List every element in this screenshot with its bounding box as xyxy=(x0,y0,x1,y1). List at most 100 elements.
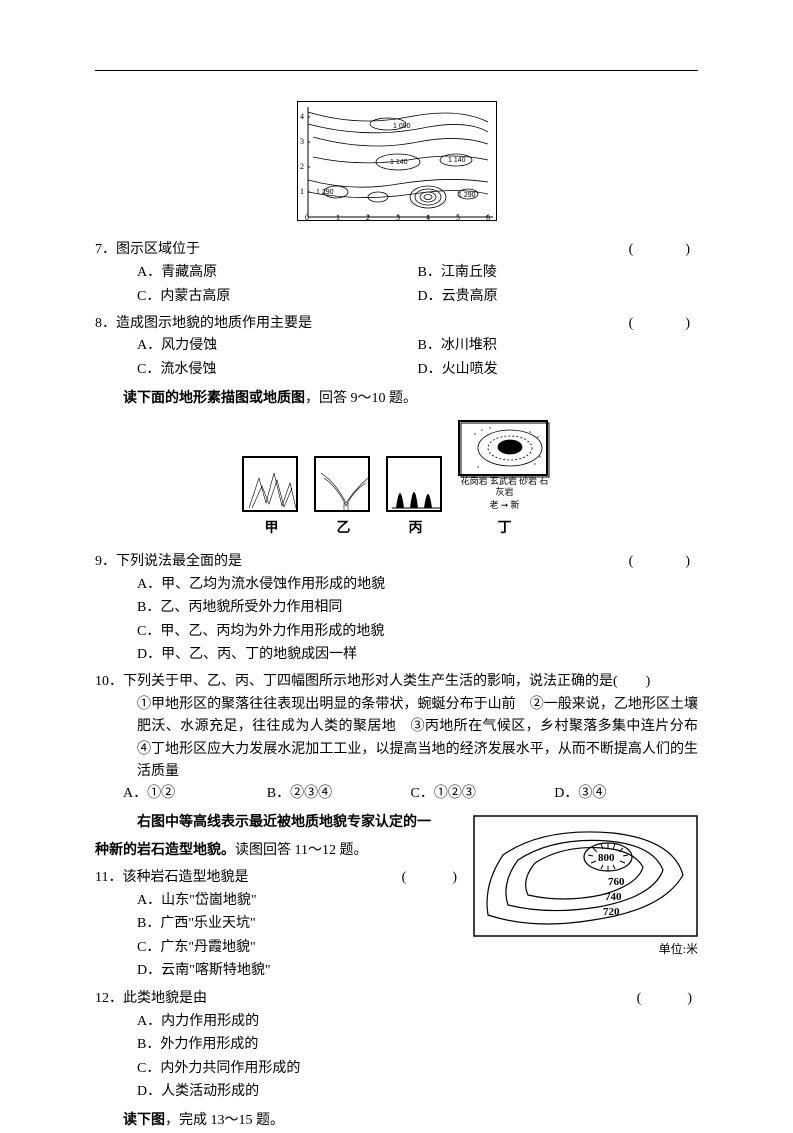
sketch-svg-jia xyxy=(244,458,300,514)
sketch-ding: 花岗岩 玄武岩 砂岩 石灰岩 老 ➞ 新 丁 xyxy=(458,420,552,540)
options: A．内力作用形成的 B．外力作用形成的 C．内外力共同作用形成的 D．人类活动形… xyxy=(95,1011,698,1104)
contour-map-1-box: 1 090 1 140 1 140 1 290 1 290 0 1 2 3 4 … xyxy=(297,101,497,221)
sketch-arrow: 老 ➞ 新 xyxy=(458,498,552,512)
intro-rest: ，完成 13～15 题。 xyxy=(165,1113,284,1128)
svg-text:4: 4 xyxy=(300,112,304,121)
contour-label: 800 xyxy=(598,852,615,864)
contour-label: 760 xyxy=(608,876,625,888)
question-stem: 该种岩石造型地貌是 xyxy=(122,867,321,889)
sketch-label: 丙 xyxy=(386,518,446,540)
option-a: A．风力侵蚀 xyxy=(137,335,418,357)
contour-label: 1 090 xyxy=(393,123,411,130)
contour-label: 1 140 xyxy=(448,157,466,164)
question-stem: 下列关于甲、乙、丙、丁四幅图所示地形对人类生产生活的影响，说法正确的是( ) xyxy=(123,674,650,689)
sketch-svg-bing xyxy=(388,458,444,514)
sketch-label: 甲 xyxy=(242,518,302,540)
question-stem: 造成图示地貌的地质作用主要是 xyxy=(116,313,629,335)
option-b: B．江南丘陵 xyxy=(418,262,699,284)
svg-text:5: 5 xyxy=(456,213,460,222)
question-body: ①甲地形区的聚落往往表现出明显的条带状，蜿蜒分布于山前 ②一般来说，乙地形区土壤… xyxy=(95,694,698,784)
intro-bold-line2: 种新的岩石造型地貌。 xyxy=(95,843,235,858)
sketch-svg-yi xyxy=(316,458,372,514)
sketch-label: 乙 xyxy=(314,518,374,540)
svg-text:2: 2 xyxy=(300,162,304,171)
contour-label: 740 xyxy=(605,891,622,903)
answer-blank: ( ) xyxy=(402,867,463,889)
option-d: D．云南"喀斯特地貌" xyxy=(137,960,463,982)
options: A．山东"岱崮地貌" B．广西"乐业天坑" C．广东"丹霞地貌" D．云南"喀斯… xyxy=(95,890,463,983)
contour-svg-1: 1 090 1 140 1 140 1 290 1 290 0 1 2 3 4 … xyxy=(298,102,498,222)
sketch-bing: 丙 xyxy=(386,456,446,540)
figure-contour-map-2: 800 760 740 720 单位:米 xyxy=(473,815,698,955)
option-a: A．山东"岱崮地貌" xyxy=(137,890,463,912)
contour-svg-2: 800 760 740 720 xyxy=(473,815,698,945)
answer-blank: ( ) xyxy=(629,313,698,335)
question-7: ( ) 7． 图示区域位于 A．青藏高原 B．江南丘陵 C．内蒙古高原 D．云贵… xyxy=(95,239,698,308)
sketch-svg-ding xyxy=(460,422,550,478)
top-rule xyxy=(95,70,698,71)
option-c: C．流水侵蚀 xyxy=(137,359,418,381)
svg-text:2: 2 xyxy=(366,213,370,222)
svg-text:4: 4 xyxy=(426,213,430,222)
question-12: 12． 此类地貌是由 ( ) A．内力作用形成的 B．外力作用形成的 C．内外力… xyxy=(95,988,698,1105)
svg-text:0: 0 xyxy=(305,213,309,222)
sketch-legend: 花岗岩 玄武岩 砂岩 石灰岩 xyxy=(458,476,552,498)
intro-9-10: 读下面的地形素描图或地质图，回答 9～10 题。 xyxy=(123,388,698,410)
option-a: A．甲、乙均为流水侵蚀作用形成的地貌 xyxy=(137,574,698,596)
answer-blank: ( ) xyxy=(637,988,698,1010)
option-c: C．甲、乙、丙均为外力作用形成的地貌 xyxy=(137,621,698,643)
answer-blank: ( ) xyxy=(629,239,698,261)
question-number: 9． xyxy=(95,551,116,573)
contour-label: 1 140 xyxy=(390,159,408,166)
question-number: 7． xyxy=(95,239,116,261)
sketch-yi: 乙 xyxy=(314,456,374,540)
intro-bold-line1: 右图中等高线表示最近被地质地貌专家认定的一 xyxy=(137,815,431,830)
question-number: 11． xyxy=(95,867,122,889)
contour-label: 1 290 xyxy=(458,192,476,199)
option-b: B．广西"乐业天坑" xyxy=(137,913,463,935)
options: A．①② B．②③④ C．①②③ D．③④ xyxy=(95,783,698,805)
svg-text:1: 1 xyxy=(300,187,304,196)
option-a: A．青藏高原 xyxy=(137,262,418,284)
options: A．风力侵蚀 B．冰川堆积 C．流水侵蚀 D．火山喷发 xyxy=(95,335,698,382)
figure-contour-map-1: 1 090 1 140 1 140 1 290 1 290 0 1 2 3 4 … xyxy=(95,101,698,229)
intro-rest: ，回答 9～10 题。 xyxy=(305,391,417,406)
question-stem: 图示区域位于 xyxy=(116,239,629,261)
question-11: 11． 该种岩石造型地貌是 ( ) A．山东"岱崮地貌" B．广西"乐业天坑" … xyxy=(95,867,463,984)
intro-bold: 读下图 xyxy=(123,1113,165,1128)
question-stem: 此类地貌是由 xyxy=(123,988,477,1010)
question-number: 8． xyxy=(95,313,116,335)
options: A．甲、乙均为流水侵蚀作用形成的地貌 B．乙、丙地貌所受外力作用相同 C．甲、乙… xyxy=(95,574,698,667)
option-a: A．①② xyxy=(123,783,267,805)
svg-text:3: 3 xyxy=(300,137,304,146)
option-c: C．内蒙古高原 xyxy=(137,286,418,308)
option-b: B．外力作用形成的 xyxy=(137,1034,698,1056)
question-number: 12． xyxy=(95,988,123,1010)
option-c: C．内外力共同作用形成的 xyxy=(137,1058,698,1080)
option-d: D．人类活动形成的 xyxy=(137,1081,698,1103)
question-10: 10．下列关于甲、乙、丙、丁四幅图所示地形对人类生产生活的影响，说法正确的是( … xyxy=(95,671,698,805)
option-d: D．云贵高原 xyxy=(418,286,699,308)
option-d: D．火山喷发 xyxy=(418,359,699,381)
figure-unit: 单位:米 xyxy=(659,940,698,959)
svg-text:6: 6 xyxy=(486,213,490,222)
sketch-jia: 甲 xyxy=(242,456,302,540)
question-number: 10． xyxy=(95,674,123,689)
svg-text:3: 3 xyxy=(396,213,400,222)
option-b: B．②③④ xyxy=(267,783,411,805)
option-a: A．内力作用形成的 xyxy=(137,1011,698,1033)
figure-sketches: 甲 乙 xyxy=(95,420,698,540)
contour-label: 1 290 xyxy=(316,189,334,196)
sketch-label: 丁 xyxy=(458,518,552,540)
option-d: D．③④ xyxy=(554,783,698,805)
option-c: C．①②③ xyxy=(411,783,555,805)
question-8: ( ) 8． 造成图示地貌的地质作用主要是 A．风力侵蚀 B．冰川堆积 C．流水… xyxy=(95,313,698,382)
option-b: B．冰川堆积 xyxy=(418,335,699,357)
option-b: B．乙、丙地貌所受外力作用相同 xyxy=(137,597,698,619)
answer-blank: ( ) xyxy=(629,551,698,573)
option-c: C．广东"丹霞地貌" xyxy=(137,937,463,959)
question-stem: 下列说法最全面的是 xyxy=(116,551,629,573)
intro-rest: 读图回答 11～12 题。 xyxy=(235,843,367,858)
svg-text:1: 1 xyxy=(336,213,340,222)
options: A．青藏高原 B．江南丘陵 C．内蒙古高原 D．云贵高原 xyxy=(95,262,698,309)
